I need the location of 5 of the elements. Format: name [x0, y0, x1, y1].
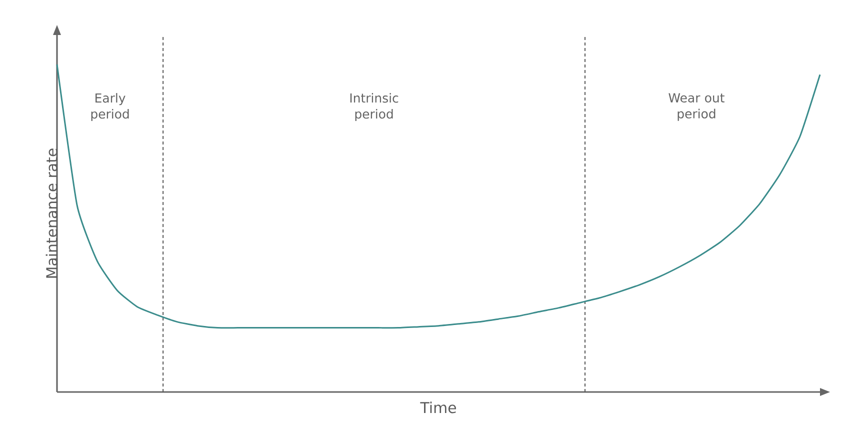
x-axis-title: Time: [420, 402, 456, 414]
y-axis-title: Maintenance rate: [46, 148, 58, 278]
annotation: Intrinsic period: [350, 93, 398, 122]
annotation: Wear out period: [668, 93, 724, 121]
annotation: Early period: [91, 93, 129, 122]
